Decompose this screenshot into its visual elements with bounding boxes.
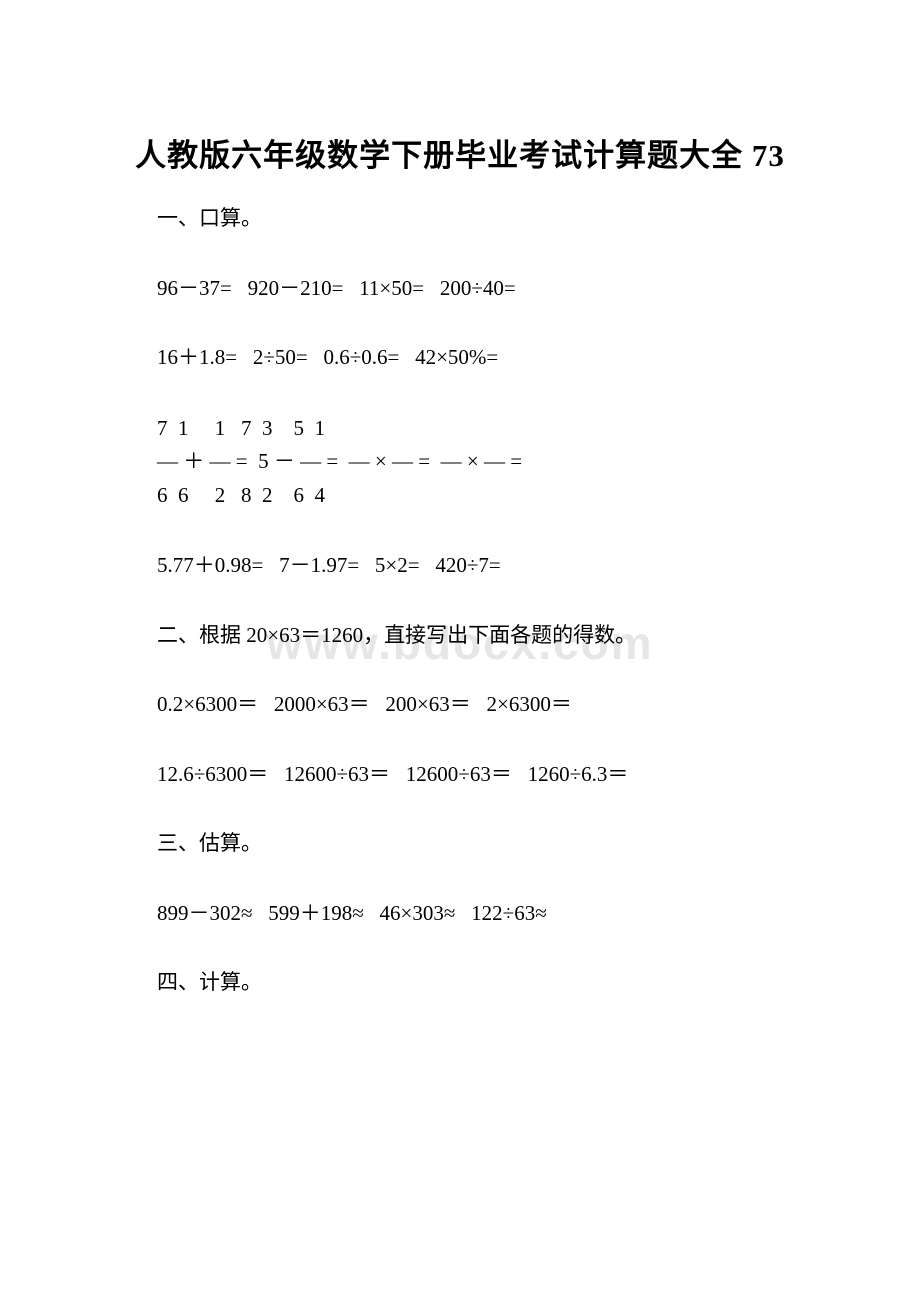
document-content: 人教版六年级数学下册毕业考试计算题大全 73 一、口算。 96－37= 920－… — [115, 130, 805, 999]
section-3-line-1: 899－302≈ 599＋198≈ 46×303≈ 122÷63≈ — [157, 898, 805, 930]
section-1-heading: 一、口算。 — [157, 203, 805, 235]
fraction-operators: — ＋ — = 5 － — = — × — = — × — = — [157, 445, 805, 479]
section-1-line-3: 5.77＋0.98= 7－1.97= 5×2= 420÷7= — [157, 550, 805, 582]
section-2-line-1: 0.2×6300＝ 2000×63＝ 200×63＝ 2×6300＝ — [157, 689, 805, 721]
fraction-denominators: 6 6 2 8 2 6 4 — [157, 479, 805, 513]
section-4-heading: 四、计算。 — [157, 967, 805, 999]
section-3-heading: 三、估算。 — [157, 828, 805, 860]
fraction-numerators: 7 1 1 7 3 5 1 — [157, 412, 805, 446]
section-1-line-2: 16＋1.8= 2÷50= 0.6÷0.6= 42×50%= — [157, 342, 805, 374]
section-2-line-2: 12.6÷6300＝ 12600÷63＝ 12600÷63＝ 1260÷6.3＝ — [157, 759, 805, 791]
section-1-line-1: 96－37= 920－210= 11×50= 200÷40= — [157, 273, 805, 305]
fraction-block: 7 1 1 7 3 5 1 — ＋ — = 5 － — = — × — = — … — [157, 412, 805, 513]
section-2-heading: 二、根据 20×63＝1260，直接写出下面各题的得数。 — [157, 620, 805, 652]
page-title: 人教版六年级数学下册毕业考试计算题大全 73 — [115, 130, 805, 175]
